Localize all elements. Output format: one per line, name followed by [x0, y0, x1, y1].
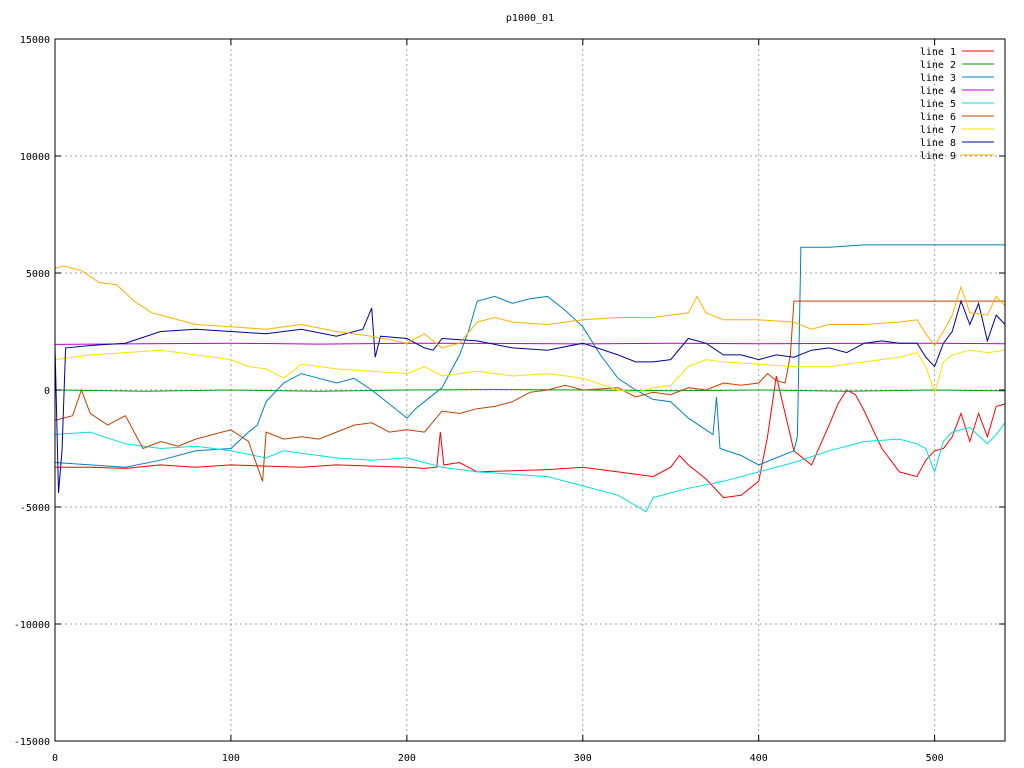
y-tick-label: 15000 — [20, 35, 50, 46]
series-line-7 — [54, 349, 1006, 394]
y-tick-label: -10000 — [14, 620, 50, 631]
x-tick-label: 400 — [750, 753, 768, 764]
legend-label: line 6 — [920, 112, 956, 123]
series-line-2 — [54, 388, 1006, 392]
series-line-9 — [54, 265, 1006, 349]
legend-label: line 3 — [920, 73, 956, 84]
chart-title: p1000_01 — [506, 13, 554, 24]
y-tick-label: 0 — [44, 386, 50, 397]
legend-label: line 8 — [920, 138, 956, 149]
legend-label: line 4 — [920, 86, 956, 97]
y-tick-label: 5000 — [26, 269, 50, 280]
x-tick-label: 200 — [398, 753, 416, 764]
x-tick-label: 0 — [52, 753, 58, 764]
y-tick-label: 10000 — [20, 152, 50, 163]
legend-label: line 2 — [920, 60, 956, 71]
series-lines — [54, 244, 1006, 513]
series-line-6 — [54, 300, 1005, 482]
series-line-1 — [55, 375, 1006, 499]
x-tick-label: 500 — [926, 753, 944, 764]
legend: line 1 line 2 line 3 line 4 line 5 line 6 line… — [920, 47, 994, 162]
legend-label: line 5 — [920, 99, 956, 110]
series-line-5 — [54, 422, 1006, 513]
x-tick-label: 300 — [574, 753, 592, 764]
series-line-3 — [54, 244, 1005, 468]
x-tick-label: 100 — [222, 753, 240, 764]
legend-label: line 1 — [920, 47, 956, 58]
axis-ticks: 0 100 200 300 400 500 -15000 -10000 -5000 0 5000 10… — [14, 35, 1005, 764]
legend-label: line 7 — [920, 125, 956, 136]
series-line-4 — [54, 342, 1006, 345]
y-tick-label: -5000 — [20, 503, 50, 514]
y-tick-label: -15000 — [14, 737, 50, 748]
series-line-8 — [54, 299, 1006, 494]
legend-label: line 9 — [920, 151, 956, 162]
